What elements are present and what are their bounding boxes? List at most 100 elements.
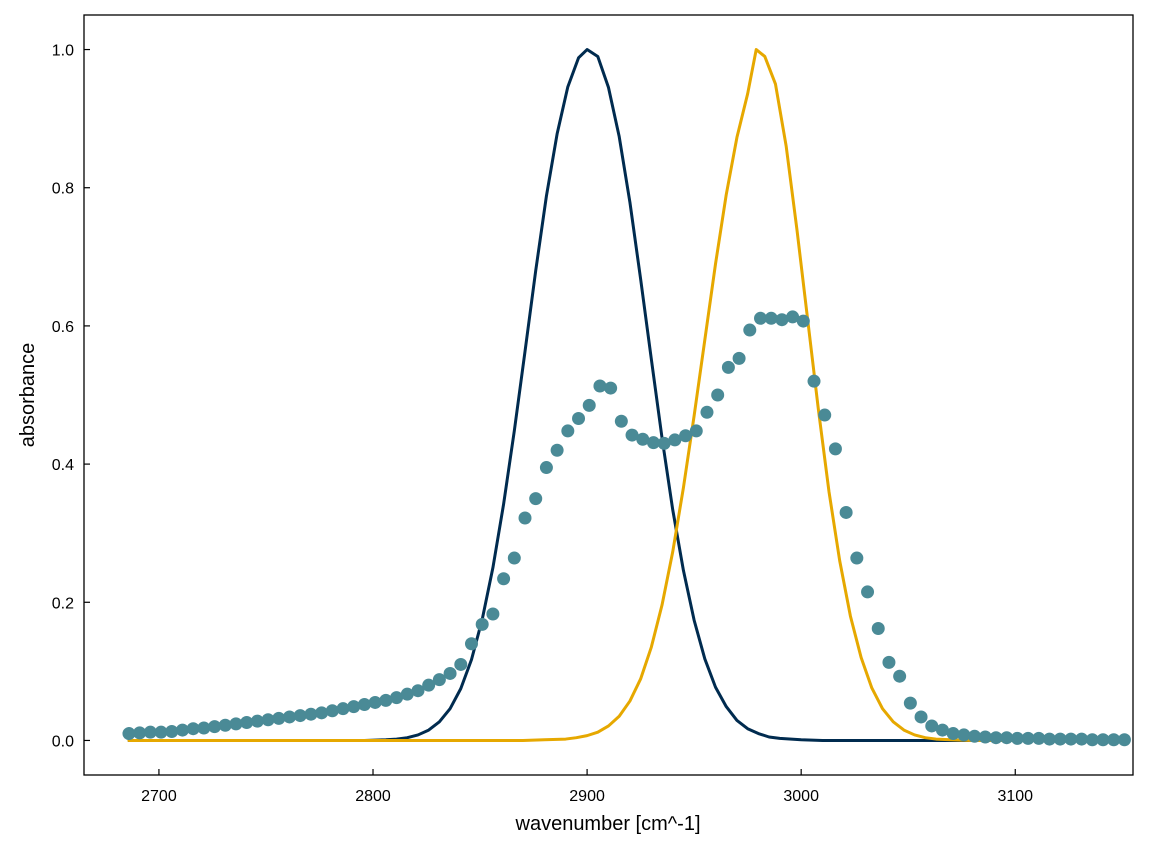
- scatter-point: [497, 572, 511, 586]
- x-axis-title: wavenumber [cm^-1]: [515, 813, 701, 835]
- y-tick-label: 0.4: [52, 457, 74, 474]
- scatter-point: [379, 693, 393, 707]
- scatter-point: [143, 725, 157, 739]
- scatter-point: [422, 678, 436, 692]
- scatter-point: [1000, 731, 1014, 745]
- scatter-point: [347, 700, 361, 714]
- scatter-point: [1107, 733, 1121, 747]
- series-layer: [122, 48, 1131, 747]
- scatter-point: [871, 622, 885, 636]
- plot-frame: [83, 14, 1134, 776]
- scatter-point: [133, 726, 147, 740]
- scatter-point: [636, 432, 650, 446]
- scatter-point: [1032, 731, 1046, 745]
- x-tick-label: 2700: [141, 788, 177, 805]
- scatter-point: [828, 442, 842, 456]
- scatter-point: [689, 424, 703, 438]
- scatter-point: [1085, 733, 1099, 747]
- series-line-2: [127, 48, 1124, 742]
- scatter-point: [786, 310, 800, 324]
- x-axis: 2700 2800 2900 3000 3100: [141, 769, 1033, 805]
- scatter-point: [721, 360, 735, 374]
- scatter-point: [475, 617, 489, 631]
- scatter-point: [1075, 732, 1089, 746]
- scatter-point: [539, 461, 553, 475]
- scatter-point: [893, 669, 907, 683]
- scatter-point: [529, 492, 543, 506]
- scatter-point: [272, 711, 286, 725]
- x-tick-label: 2800: [355, 788, 391, 805]
- scatter-point: [614, 414, 628, 428]
- scatter-point: [925, 719, 939, 733]
- scatter-point: [390, 691, 404, 705]
- scatter-point: [903, 696, 917, 710]
- scatter-point: [550, 443, 564, 457]
- x-tick-label: 3100: [997, 788, 1033, 805]
- scatter-point: [657, 436, 671, 450]
- scatter-point: [1053, 732, 1067, 746]
- scatter-point: [368, 695, 382, 709]
- x-tick-label: 2900: [569, 788, 605, 805]
- scatter-point: [1096, 733, 1110, 747]
- scatter-point: [1043, 732, 1057, 746]
- scatter-point: [240, 715, 254, 729]
- scatter-point: [668, 433, 682, 447]
- scatter-point: [957, 728, 971, 742]
- y-tick-label: 0.8: [52, 181, 74, 198]
- scatter-point: [914, 710, 928, 724]
- scatter-point: [978, 730, 992, 744]
- scatter-point: [411, 684, 425, 698]
- scatter-point: [1064, 732, 1078, 746]
- scatter-point: [165, 724, 179, 738]
- scatter-point: [561, 424, 575, 438]
- scatter-point: [839, 505, 853, 519]
- scatter-point: [283, 710, 297, 724]
- scatter-point: [968, 729, 982, 743]
- y-tick-label: 1.0: [52, 43, 74, 60]
- scatter-point: [604, 381, 618, 395]
- scatter-point: [229, 717, 243, 731]
- scatter-point: [700, 405, 714, 419]
- scatter-point: [250, 714, 264, 728]
- y-axis-title: absorbance: [17, 343, 39, 448]
- scatter-point: [593, 379, 607, 393]
- scatter-point: [861, 585, 875, 599]
- scatter-point: [293, 709, 307, 723]
- scatter-point: [679, 429, 693, 443]
- scatter-point: [357, 698, 371, 712]
- scatter-point: [850, 551, 864, 565]
- scatter-point: [796, 314, 810, 328]
- scatter-point: [1021, 731, 1035, 745]
- y-tick-label: 0.2: [52, 595, 74, 612]
- scatter-point: [807, 374, 821, 388]
- y-axis: 0.0 0.2 0.4 0.6 0.8 1.0: [52, 43, 90, 750]
- scatter-point: [186, 722, 200, 736]
- scatter-point: [304, 707, 318, 721]
- x-tick-label: 3000: [783, 788, 819, 805]
- scatter-point: [261, 713, 275, 727]
- scatter-point: [935, 723, 949, 737]
- scatter-point: [882, 655, 896, 669]
- scatter-point: [711, 388, 725, 402]
- scatter-point: [443, 666, 457, 680]
- scatter-point: [336, 702, 350, 716]
- y-tick-label: 0.0: [52, 733, 74, 750]
- scatter-point: [464, 637, 478, 651]
- scatter-point: [946, 727, 960, 741]
- scatter-point: [507, 551, 521, 565]
- scatter-point: [764, 311, 778, 325]
- scatter-point: [754, 311, 767, 325]
- scatter-point: [432, 673, 446, 687]
- scatter-point: [218, 718, 232, 732]
- scatter-point: [1117, 733, 1131, 747]
- scatter-point: [818, 408, 832, 422]
- scatter-point: [732, 351, 746, 365]
- scatter-point: [572, 411, 586, 425]
- scatter-point: [582, 398, 596, 412]
- scatter-point: [486, 607, 500, 621]
- y-tick-label: 0.6: [52, 319, 74, 336]
- scatter-point: [518, 511, 532, 525]
- scatter-point: [775, 313, 789, 327]
